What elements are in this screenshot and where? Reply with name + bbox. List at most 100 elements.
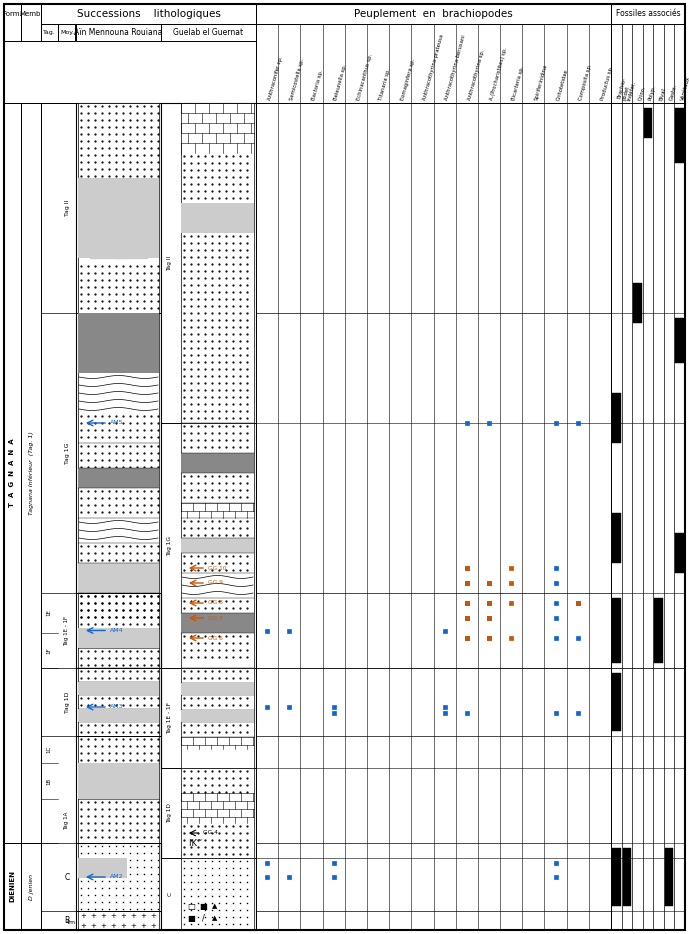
Text: +: + (150, 923, 156, 929)
Bar (181, 858, 254, 930)
Text: Titanaria sp.: Titanaria sp. (378, 68, 391, 101)
Bar (181, 613, 254, 633)
Text: Guelab el Guernat: Guelab el Guernat (174, 28, 244, 37)
Text: +: + (130, 923, 136, 929)
Text: Crino.: Crino. (637, 85, 646, 101)
Text: +: + (110, 923, 116, 929)
Text: Echinacanthus sp.: Echinacanthus sp. (356, 53, 373, 101)
Text: Tag II: Tag II (167, 255, 172, 271)
Text: T  A  G  N  A  N  A: T A G N A N A (10, 439, 15, 507)
Text: Tag 1D: Tag 1D (65, 691, 70, 713)
Bar (78, 709, 159, 722)
Bar (181, 710, 254, 722)
Text: AM2: AM2 (110, 874, 123, 880)
Text: GG 6: GG 6 (208, 635, 223, 641)
Text: Tag.: Tag. (43, 30, 55, 35)
Bar (181, 668, 254, 768)
Text: Tag 1A: Tag 1A (65, 812, 70, 830)
Bar (78, 628, 159, 648)
Text: +: + (110, 913, 116, 919)
Text: Eomaginfera sp.: Eomaginfera sp. (400, 58, 416, 101)
Text: AM5: AM5 (110, 420, 123, 426)
Bar (78, 668, 159, 736)
Bar (181, 453, 254, 473)
Bar (675, 108, 684, 163)
Bar (78, 313, 159, 373)
Text: +: + (120, 913, 126, 919)
Text: Tag 1G: Tag 1G (167, 535, 172, 556)
Text: Spiriferinidina: Spiriferinidina (533, 64, 548, 101)
Text: IK  ̃: IK ̃ (189, 839, 203, 847)
Text: Anthraconifer sp.: Anthraconifer sp. (267, 56, 284, 101)
Text: Tag 1G: Tag 1G (65, 443, 70, 464)
Text: A.(Procharistites) sp.: A.(Procharistites) sp. (489, 47, 508, 101)
Bar (612, 598, 621, 663)
Text: 1E: 1E (46, 610, 52, 616)
Bar (4, 843, 21, 930)
Bar (611, 4, 685, 41)
Bar (612, 513, 621, 563)
Bar (4, 103, 685, 930)
Text: +: + (80, 913, 86, 919)
Text: Bival.: Bival. (659, 86, 667, 101)
Text: 1B: 1B (46, 777, 52, 785)
Bar (21, 843, 41, 930)
Bar (41, 103, 76, 930)
Text: GG 10: GG 10 (208, 565, 227, 571)
Bar (4, 4, 21, 41)
Text: +: + (140, 913, 146, 919)
Bar (78, 103, 159, 313)
Text: +: + (90, 913, 96, 919)
Text: Polyp.: Polyp. (648, 84, 657, 101)
Text: Onhotetidae: Onhotetidae (555, 68, 569, 101)
Text: 4m: 4m (66, 920, 76, 925)
Text: 1F: 1F (46, 647, 52, 654)
Text: Végétaux: Végétaux (680, 76, 689, 101)
Text: DIENIEN: DIENIEN (10, 870, 15, 902)
Bar (675, 318, 684, 363)
Text: Indéter.: Indéter. (627, 80, 637, 101)
Bar (78, 593, 159, 668)
Text: ▲: ▲ (212, 915, 218, 921)
Bar (161, 103, 256, 930)
Bar (4, 103, 21, 843)
Bar (612, 393, 621, 443)
Bar (181, 538, 254, 553)
Bar (181, 683, 254, 695)
Text: D jenien: D jenien (28, 873, 34, 899)
Bar (78, 178, 159, 258)
Bar (256, 4, 611, 24)
Text: ■: ■ (187, 913, 195, 923)
Bar (181, 103, 254, 423)
Text: +: + (100, 923, 106, 929)
Bar (21, 103, 41, 843)
Bar (181, 203, 254, 233)
Bar (78, 858, 127, 878)
Text: Form.: Form. (3, 11, 22, 17)
Text: Memb.: Memb. (19, 11, 43, 17)
Bar (21, 4, 41, 41)
Bar (612, 673, 621, 731)
Text: Composita sp.: Composita sp. (577, 64, 593, 101)
Bar (76, 103, 161, 930)
Bar (633, 283, 641, 323)
Bar (611, 24, 685, 103)
Text: Aïn Mennouna Rouiana: Aïn Mennouna Rouiana (74, 28, 163, 37)
Text: ■: ■ (199, 901, 207, 911)
Text: □: □ (187, 901, 195, 911)
Text: B: B (65, 916, 70, 925)
Text: 1C: 1C (46, 746, 52, 753)
Text: Productus sp.: Productus sp. (600, 65, 614, 101)
Bar (58, 24, 75, 41)
Text: Anthracothyrina sp.: Anthracothyrina sp. (466, 50, 485, 101)
Text: ▲: ▲ (212, 903, 218, 909)
Text: Brachio-
podet: Brachio- podet (616, 77, 633, 101)
Bar (78, 843, 159, 911)
Text: C: C (64, 872, 70, 882)
Text: +: + (150, 913, 156, 919)
Text: Moy.: Moy. (60, 30, 74, 35)
Text: +: + (140, 923, 146, 929)
Text: +: + (120, 923, 126, 929)
Bar (41, 24, 58, 41)
Bar (161, 24, 256, 41)
